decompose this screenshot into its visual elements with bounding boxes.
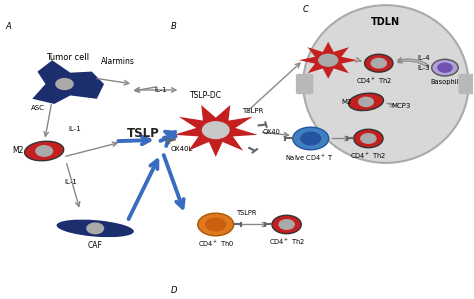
Text: M2: M2	[12, 147, 23, 155]
Circle shape	[202, 122, 229, 138]
Circle shape	[319, 54, 337, 66]
Text: Naïve CD4$^+$ T: Naïve CD4$^+$ T	[285, 153, 334, 163]
Text: ASC: ASC	[31, 106, 46, 112]
FancyBboxPatch shape	[459, 74, 474, 94]
Circle shape	[279, 220, 294, 229]
Text: B: B	[171, 22, 177, 30]
Circle shape	[371, 58, 386, 68]
Polygon shape	[174, 105, 258, 157]
Text: IL-4: IL-4	[418, 55, 430, 61]
Ellipse shape	[25, 141, 64, 161]
Polygon shape	[32, 60, 104, 104]
Text: Alarmins: Alarmins	[101, 57, 135, 65]
Circle shape	[206, 218, 226, 231]
Text: IL-1: IL-1	[69, 126, 82, 132]
Text: CD4$^+$ Th2: CD4$^+$ Th2	[356, 76, 392, 86]
Circle shape	[359, 97, 374, 106]
Text: IL-1: IL-1	[64, 179, 77, 185]
Ellipse shape	[56, 219, 134, 237]
Text: Basophil: Basophil	[431, 79, 459, 85]
Text: D: D	[171, 286, 177, 295]
Text: CD4$^+$ Th0: CD4$^+$ Th0	[198, 239, 234, 249]
Text: TSLP: TSLP	[127, 127, 160, 140]
Circle shape	[36, 146, 53, 156]
Text: IL-1: IL-1	[155, 87, 167, 93]
Text: OX40: OX40	[263, 129, 281, 135]
Circle shape	[365, 54, 393, 72]
Ellipse shape	[303, 5, 469, 163]
Circle shape	[301, 132, 320, 145]
Text: MCP3: MCP3	[391, 103, 410, 109]
Text: TDLN: TDLN	[371, 17, 401, 27]
FancyBboxPatch shape	[297, 74, 313, 94]
Text: C: C	[302, 5, 308, 14]
Circle shape	[293, 127, 328, 150]
Text: A: A	[5, 22, 11, 30]
Circle shape	[361, 134, 376, 143]
Text: M2: M2	[341, 99, 352, 105]
Text: TSLPR: TSLPR	[237, 210, 257, 216]
Circle shape	[432, 59, 458, 76]
Ellipse shape	[348, 93, 383, 111]
Circle shape	[438, 63, 452, 72]
Circle shape	[87, 223, 103, 234]
Circle shape	[354, 129, 383, 148]
Text: TSLP-DC: TSLP-DC	[190, 91, 222, 100]
Text: Tumor cell: Tumor cell	[46, 53, 89, 62]
Circle shape	[56, 79, 73, 89]
Text: CD4$^+$ Th2: CD4$^+$ Th2	[350, 151, 386, 161]
Text: CD4$^+$ Th2: CD4$^+$ Th2	[269, 237, 304, 247]
Polygon shape	[299, 42, 357, 79]
Text: CAF: CAF	[88, 241, 103, 250]
Circle shape	[272, 215, 301, 234]
Text: TSLPR: TSLPR	[242, 108, 263, 114]
Text: OX40L: OX40L	[171, 146, 193, 152]
Circle shape	[198, 213, 234, 236]
Text: IL-3: IL-3	[418, 65, 430, 71]
